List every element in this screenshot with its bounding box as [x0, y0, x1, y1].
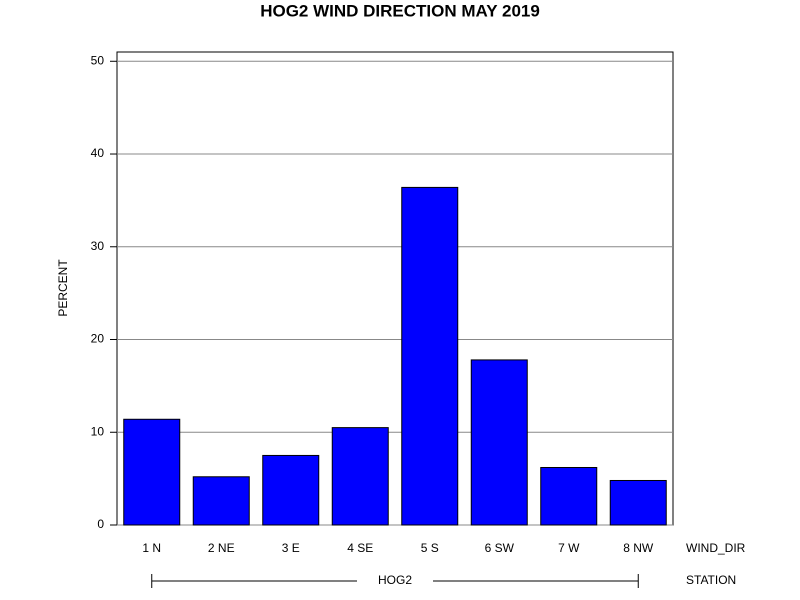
bar	[540, 466, 598, 526]
y-tick-label: 40	[91, 146, 105, 160]
bar	[123, 418, 181, 526]
group-axis-label: STATION	[686, 573, 736, 587]
x-axis-label: WIND_DIR	[686, 541, 746, 555]
x-tick-label: 8 NW	[623, 541, 654, 555]
bar	[401, 186, 459, 526]
y-tick-label: 10	[91, 424, 105, 438]
x-tick-label: 2 NE	[208, 541, 235, 555]
bar	[470, 359, 528, 526]
bar	[192, 476, 250, 526]
bar	[609, 479, 667, 526]
x-tick-label: 5 S	[421, 541, 439, 555]
bar	[262, 454, 320, 526]
x-tick-label: 1 N	[142, 541, 161, 555]
y-tick-label: 0	[97, 517, 104, 531]
y-axis-label: PERCENT	[56, 259, 70, 317]
bar	[331, 427, 389, 526]
plot-frame	[116, 51, 674, 526]
y-tick-label: 50	[91, 53, 105, 67]
y-tick-label: 20	[91, 332, 105, 346]
x-tick-label: 3 E	[282, 541, 300, 555]
chart-title: HOG2 WIND DIRECTION MAY 2019	[260, 1, 540, 20]
x-tick-label: 4 SE	[347, 541, 373, 555]
x-tick-label: 6 SW	[485, 541, 515, 555]
x-tick-label: 7 W	[558, 541, 580, 555]
group-label: HOG2	[378, 573, 412, 587]
y-tick-label: 30	[91, 239, 105, 253]
